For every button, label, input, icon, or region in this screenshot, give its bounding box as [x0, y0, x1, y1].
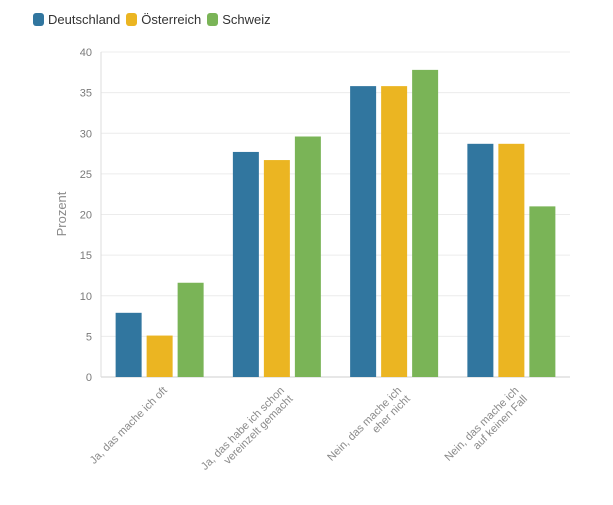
- legend-swatch-schweiz: [207, 13, 219, 26]
- x-tick-label-line: Nein, das mache ich: [325, 385, 404, 464]
- y-tick-label-20: 20: [80, 210, 92, 222]
- bar-deutschland-3: [350, 86, 377, 377]
- x-tick-label-2: Ja, das habe ich schonvereinzelt gemacht: [199, 385, 296, 482]
- y-tick-label-15: 15: [80, 250, 92, 262]
- bar-schweiz-3: [412, 69, 439, 377]
- legend: Deutschland Österreich Schweiz: [33, 12, 271, 27]
- bar-deutschland-2: [232, 151, 259, 377]
- legend-item-schweiz[interactable]: Schweiz: [207, 12, 271, 27]
- bar-sterreich-1: [146, 335, 173, 377]
- bar-schweiz-1: [177, 282, 204, 377]
- y-axis-title: Prozent: [54, 191, 69, 236]
- legend-label-deutschland: Deutschland: [48, 12, 121, 27]
- y-tick-label-25: 25: [80, 169, 92, 181]
- y-tick-label-5: 5: [86, 331, 92, 343]
- y-tick-label-10: 10: [80, 291, 92, 303]
- x-tick-label-line: Nein, das mache ich: [443, 385, 522, 464]
- bar-sterreich-4: [498, 143, 525, 377]
- legend-swatch-deutschland: [33, 13, 44, 26]
- legend-label-schweiz: Schweiz: [222, 12, 271, 27]
- y-tick-label-30: 30: [80, 128, 92, 140]
- legend-label-oesterreich: Österreich: [141, 12, 202, 27]
- x-tick-label-line: Ja, das mache ich oft: [88, 385, 170, 467]
- bar-sterreich-3: [381, 86, 408, 377]
- bar-deutschland-1: [115, 312, 142, 377]
- x-tick-label-4: Nein, das mache ichauf keinen Fall: [443, 385, 530, 472]
- legend-item-deutschland[interactable]: Deutschland: [33, 12, 120, 27]
- legend-item-oesterreich[interactable]: Österreich: [126, 12, 201, 27]
- x-tick-label-line: Ja, das habe ich schon: [199, 385, 287, 473]
- bar-sterreich-2: [263, 160, 290, 377]
- x-tick-label-1: Ja, das mache ich oft: [88, 385, 170, 467]
- legend-swatch-oesterreich: [126, 13, 138, 26]
- bar-schweiz-2: [294, 136, 321, 377]
- y-tick-label-35: 35: [80, 88, 92, 100]
- y-tick-label-0: 0: [86, 372, 92, 384]
- bar-deutschland-4: [467, 143, 494, 377]
- bar-schweiz-4: [529, 206, 556, 377]
- x-tick-label-3: Nein, das mache icheher nicht: [325, 385, 412, 472]
- y-tick-label-40: 40: [80, 47, 92, 59]
